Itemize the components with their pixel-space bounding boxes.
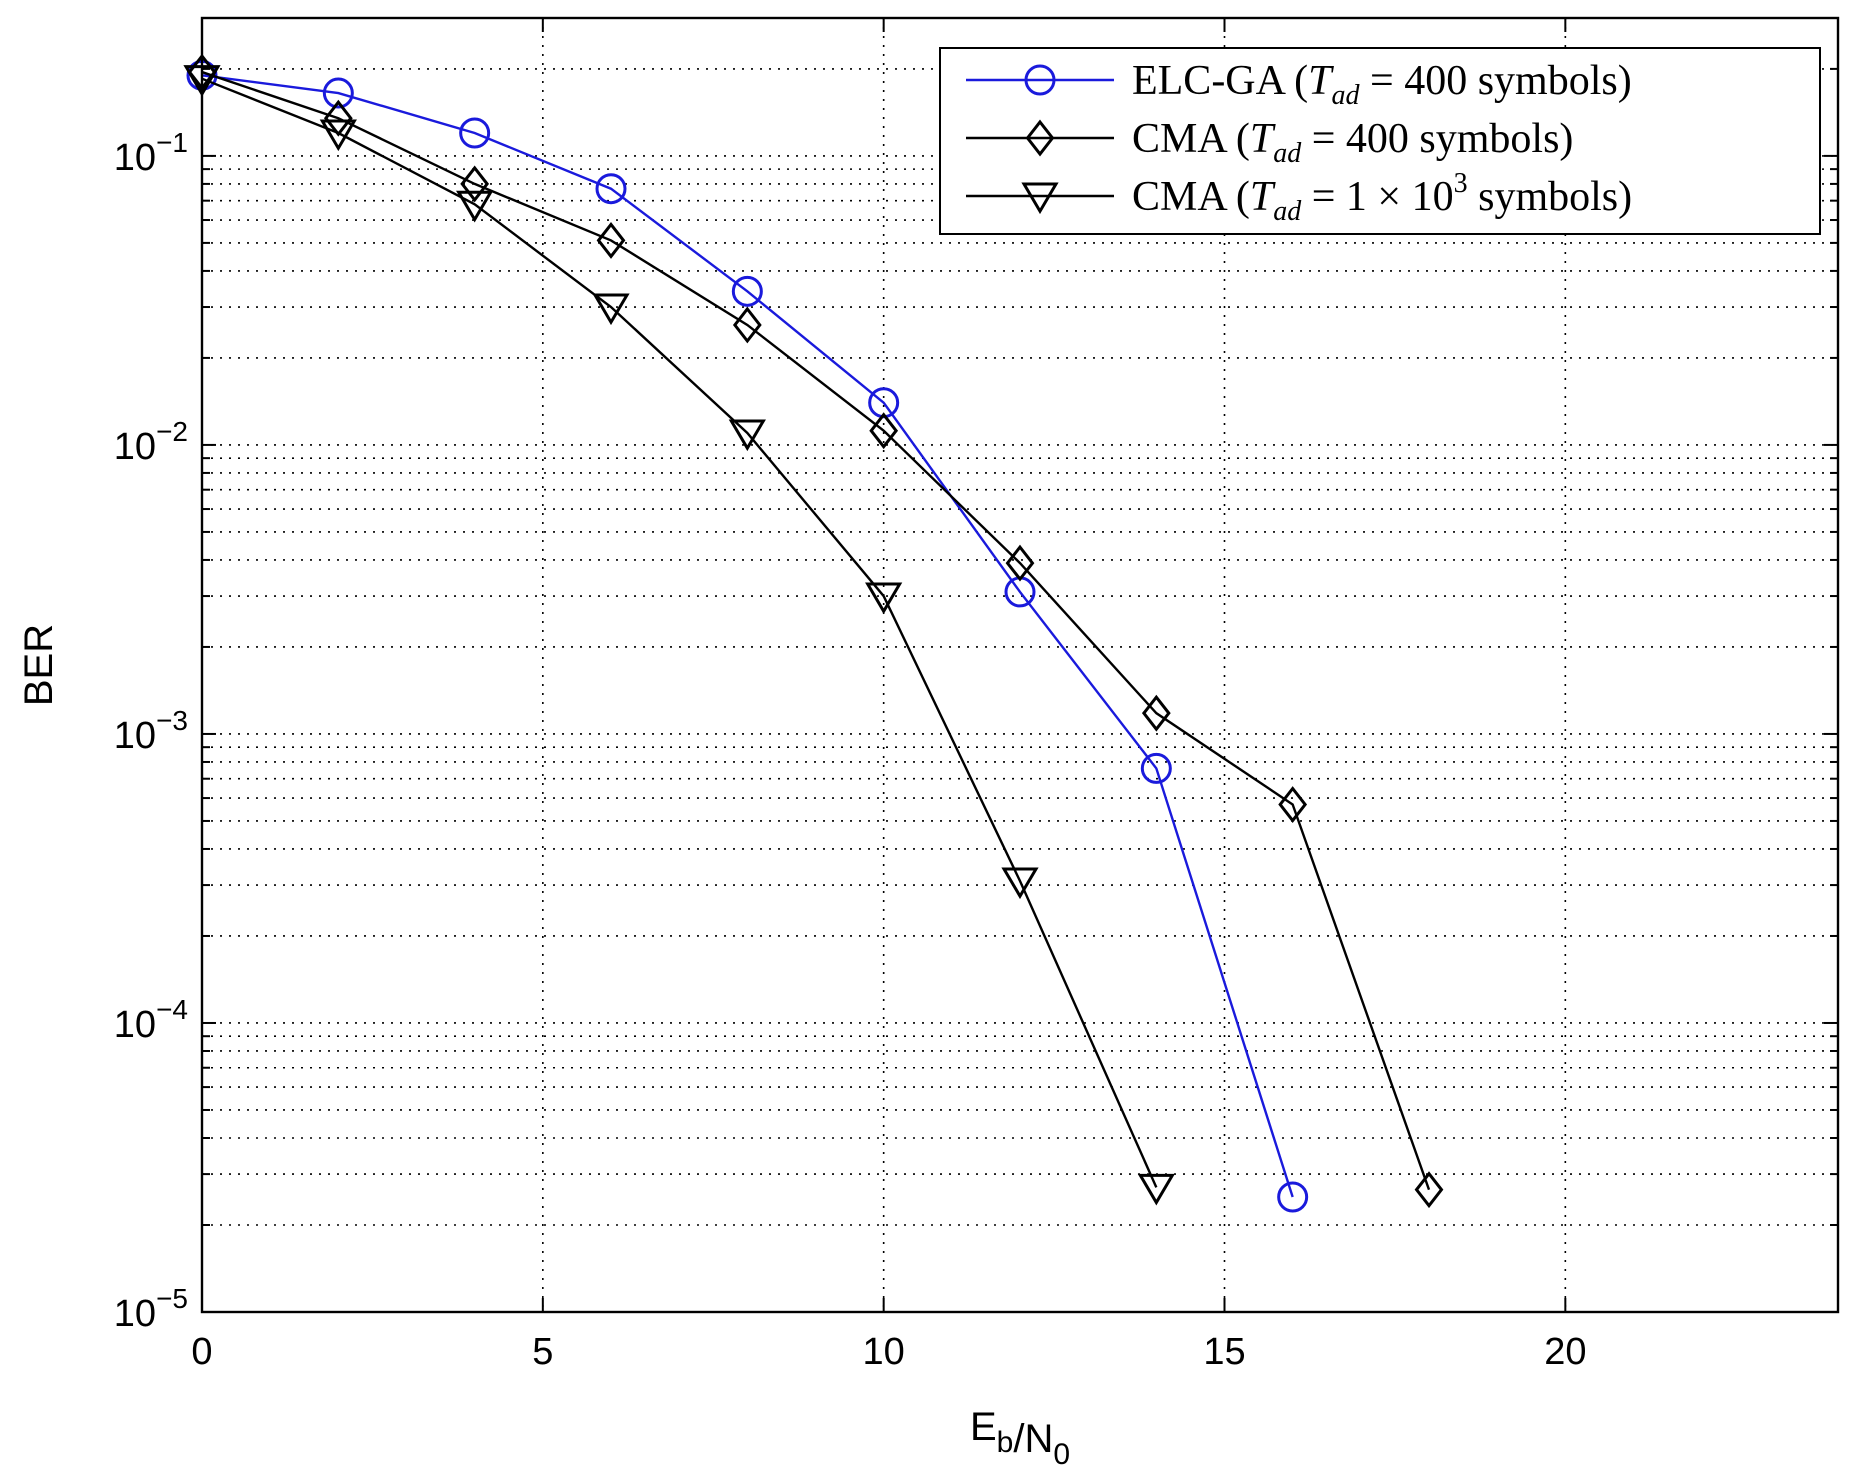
x-tick-label: 10 (863, 1331, 905, 1373)
x-tick-label: 15 (1203, 1331, 1245, 1373)
series-line (201, 77, 1158, 1188)
data-point-circle (1140, 752, 1172, 784)
data-point-circle (1277, 1181, 1309, 1213)
data-point-diamond (1005, 544, 1035, 582)
data-point-diamond (1025, 119, 1055, 157)
data-point-diamond (732, 306, 762, 344)
data-point-circle (322, 77, 354, 109)
legend-entry-3: CMA (Tad = 1 × 103 symbols) (966, 168, 1632, 227)
legend-label: ELC-GA (Tad = 400 symbols) (1132, 58, 1632, 111)
data-point-triangle (1137, 1173, 1175, 1206)
y-axis-title: BER (17, 624, 61, 706)
data-point-triangle (319, 119, 357, 152)
series-line (201, 74, 1294, 1198)
legend-entry-2: CMA (Tad = 400 symbols) (966, 116, 1573, 169)
legend: ELC-GA (Tad = 400 symbols)CMA (Tad = 400… (939, 47, 1821, 235)
plot-frame (200, 16, 1840, 1314)
data-point-triangle (456, 190, 494, 223)
x-tick-labels: 0 5 10 15 20 (191, 1331, 1586, 1373)
y-tick-label: 10−4 (114, 994, 188, 1046)
data-point-circle (459, 117, 491, 149)
y-tick-label: 10−2 (114, 416, 188, 468)
data-point-diamond (869, 412, 899, 450)
data-point-diamond (1414, 1171, 1444, 1209)
x-tick-label: 0 (191, 1331, 212, 1373)
data-point-triangle (1001, 867, 1039, 900)
series-line (201, 70, 1431, 1191)
data-point-diamond (1278, 786, 1308, 823)
data-point-diamond (596, 221, 626, 259)
data-point-triangle (865, 582, 903, 615)
data-point-diamond (1141, 694, 1171, 732)
x-tick-label: 5 (532, 1331, 553, 1373)
data-point-diamond (460, 165, 490, 203)
data-point-circle (595, 173, 627, 205)
data-point-triangle (728, 419, 766, 452)
axes-frame (200, 16, 1840, 1314)
y-tick-label: 10−1 (114, 127, 188, 179)
legend-label: CMA (Tad = 400 symbols) (1132, 116, 1573, 169)
series-3 (183, 65, 1175, 1206)
legend-label: CMA (Tad = 1 × 103 symbols) (1132, 168, 1632, 227)
x-axis-title: Eb/N0 (970, 1405, 1070, 1471)
data-point-triangle (1021, 182, 1059, 215)
data-point-circle (1024, 64, 1056, 96)
y-tick-label: 10−5 (114, 1283, 188, 1335)
legend-entry-1: ELC-GA (Tad = 400 symbols) (966, 58, 1632, 111)
y-tick-label: 10−3 (114, 705, 188, 757)
x-tick-label: 20 (1544, 1331, 1586, 1373)
data-point-circle (731, 275, 763, 307)
data-point-triangle (592, 293, 630, 326)
y-tick-labels: 10−1 10−2 10−3 10−4 10−5 (114, 127, 188, 1335)
